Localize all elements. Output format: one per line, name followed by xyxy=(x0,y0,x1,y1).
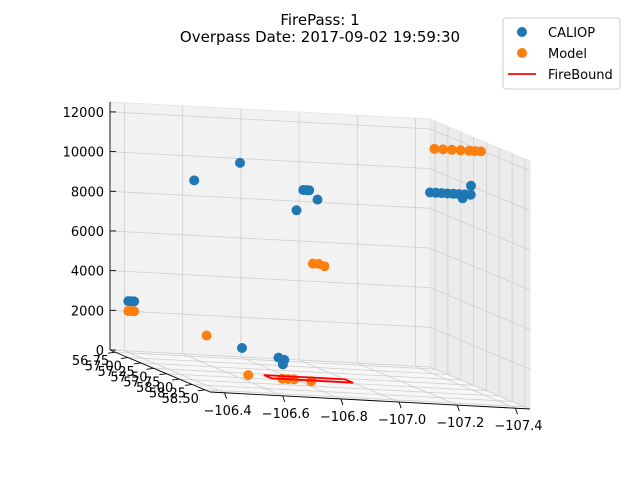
legend: CALIOP Model FireBound xyxy=(502,17,621,90)
point-caliop-22 xyxy=(466,180,476,191)
point-caliop-5 xyxy=(237,343,247,353)
y-tick-3 xyxy=(146,367,154,370)
z-tick-label-4: 8000 xyxy=(71,185,104,200)
z-tick-label-0: 0 xyxy=(96,344,104,359)
x-tick-label-2: −106.8 xyxy=(320,410,368,425)
point-model-4 xyxy=(243,370,254,381)
axes-grid xyxy=(109,102,531,410)
x-tick-label-0: −106.4 xyxy=(203,404,251,419)
axes-lines xyxy=(109,102,531,410)
point-caliop-3 xyxy=(189,175,200,186)
point-model-12 xyxy=(429,143,440,154)
point-model-18 xyxy=(475,146,486,157)
point-caliop-9 xyxy=(291,205,302,216)
x-tick-0 xyxy=(224,392,227,399)
z-tick-label-3: 6000 xyxy=(71,225,104,240)
y-tick-label-1: 57.00 xyxy=(85,360,122,375)
point-caliop-13 xyxy=(312,194,323,205)
legend-label-caliop: CALIOP xyxy=(548,26,595,41)
chart-title-line1: FirePass: 1 xyxy=(280,11,359,29)
point-model-15 xyxy=(455,145,466,156)
pane-back xyxy=(109,101,431,368)
y-axis-line xyxy=(109,349,211,393)
gridline-z-4 xyxy=(109,190,531,251)
y-tick-6 xyxy=(184,384,193,386)
gridline-z-3 xyxy=(109,230,531,291)
axes-ticks: −106.4 −106.6 −106.8 −107.0 −107.2 −107.4 56.7… xyxy=(63,106,543,434)
point-caliop-12 xyxy=(304,185,315,196)
y-tick-label-4: 57.75 xyxy=(123,376,160,391)
x-tick-label-1: −106.6 xyxy=(262,407,310,422)
point-caliop-23 xyxy=(457,193,468,204)
point-caliop-8 xyxy=(277,359,288,370)
z-tick-label-5: 10000 xyxy=(63,146,104,161)
z-tick-label-2: 4000 xyxy=(71,265,104,280)
legend-label-model: Model xyxy=(548,47,587,62)
chart-marks xyxy=(123,143,486,387)
x-tick-label-3: −107.0 xyxy=(378,413,426,428)
x-tick-label-5: −107.4 xyxy=(494,419,542,434)
pane-side xyxy=(429,118,531,410)
line-firebound xyxy=(263,374,354,384)
gridline-z-2 xyxy=(109,270,531,330)
y-tick-0 xyxy=(108,351,116,354)
point-model-2 xyxy=(129,306,140,317)
point-caliop-21 xyxy=(465,189,476,200)
y-tick-4 xyxy=(159,373,167,376)
x-axis-line xyxy=(209,391,531,410)
z-tick-label-6: 12000 xyxy=(63,106,104,121)
x-tick-4 xyxy=(456,404,460,412)
x-tick-5 xyxy=(515,408,518,415)
x-tick-2 xyxy=(340,398,344,406)
legend-marker-caliop xyxy=(517,27,527,37)
x-tick-3 xyxy=(398,401,402,409)
legend-box xyxy=(502,17,621,90)
x-tick-1 xyxy=(282,395,286,403)
point-model-14 xyxy=(446,144,457,155)
y-tick-1 xyxy=(120,357,129,359)
z-tick-label-1: 2000 xyxy=(71,304,104,319)
y-tick-label-5: 58.00 xyxy=(136,381,173,396)
point-model-13 xyxy=(438,144,449,155)
x-tick-label-4: −107.2 xyxy=(436,416,484,431)
point-caliop-4 xyxy=(235,157,245,168)
y-tick-label-0: 56.75 xyxy=(72,354,109,369)
y-tick-7 xyxy=(197,389,205,392)
gridline-z-1 xyxy=(109,309,531,370)
point-model-3 xyxy=(201,330,212,341)
chart-title-line2: Overpass Date: 2017-09-02 19:59:30 xyxy=(180,28,460,46)
y-tick-2 xyxy=(133,362,141,365)
legend-marker-model xyxy=(517,48,527,58)
legend-label-firebound: FireBound xyxy=(548,68,613,83)
y-tick-label-6: 58.25 xyxy=(149,386,186,401)
point-model-11 xyxy=(319,261,330,272)
gridline-z-5 xyxy=(109,151,531,211)
y-tick-5 xyxy=(172,378,180,381)
y-tick-label-7: 58.50 xyxy=(162,392,199,407)
y-tick-label-3: 57.50 xyxy=(110,370,147,385)
y-tick-label-2: 57.25 xyxy=(98,365,135,380)
gridline-z-0 xyxy=(109,349,531,410)
point-caliop-2 xyxy=(129,296,140,307)
gridline-z-6 xyxy=(109,111,531,172)
